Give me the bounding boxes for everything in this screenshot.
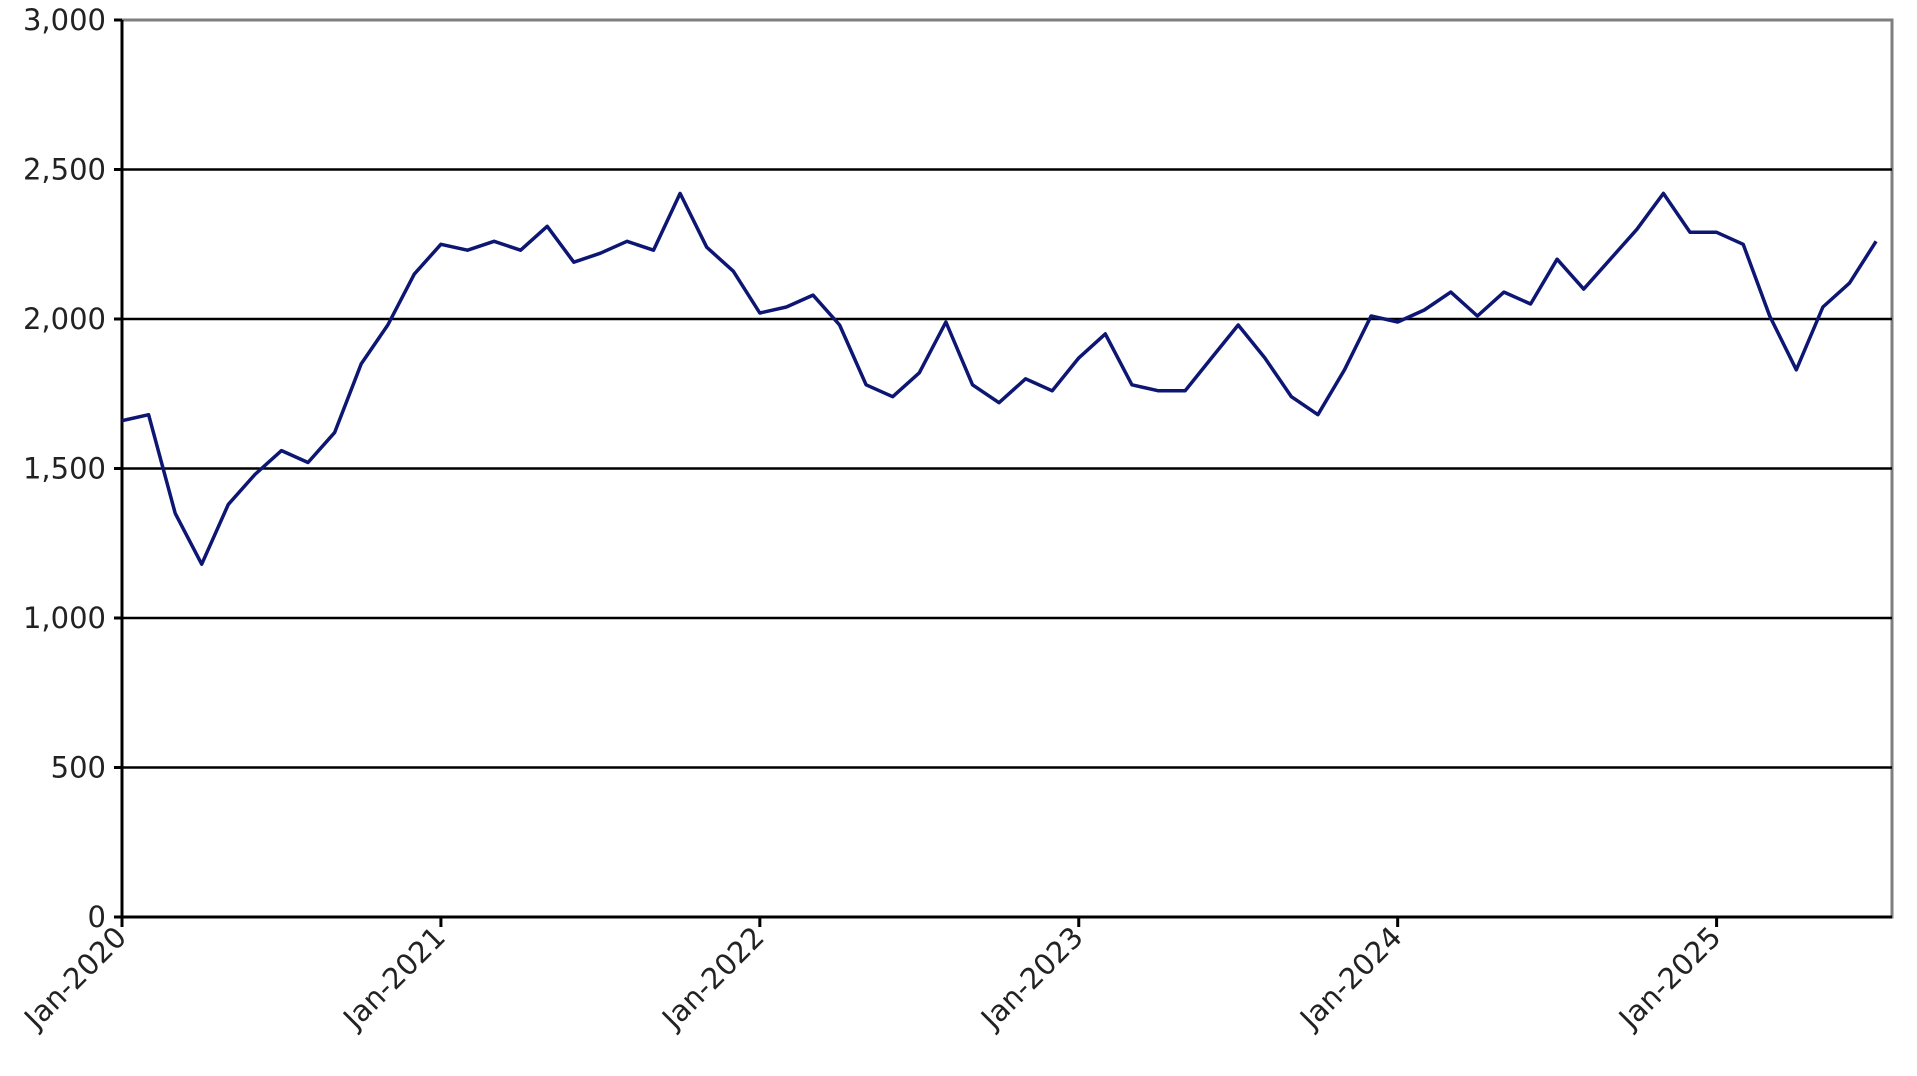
x-axis: Jan-2020 Jan-2021 Jan-2022 Jan-2023 Jan-2024… [16, 917, 1728, 1037]
y-tick-label: 2,000 [23, 302, 106, 336]
y-tick-label: 2,500 [23, 153, 106, 187]
y-axis: 0 500 1,000 1,500 2,000 2,500 3,000 [23, 3, 122, 934]
x-tick-label: Jan-2025 [1611, 920, 1728, 1037]
x-tick-label: Jan-2024 [1292, 920, 1409, 1037]
x-tick-label: Jan-2023 [973, 920, 1090, 1037]
y-tick-label: 1,500 [23, 452, 106, 486]
y-tick-label: 0 [88, 900, 106, 934]
gridlines [122, 168, 1892, 769]
x-tick-label: Jan-2022 [654, 920, 771, 1037]
x-tick-label: Jan-2020 [16, 920, 133, 1037]
y-tick-label: 500 [51, 751, 106, 785]
x-tick-label: Jan-2021 [335, 920, 452, 1037]
series-line [121, 191, 1878, 566]
y-tick-label: 1,000 [23, 601, 106, 635]
y-tick-label: 3,000 [23, 3, 106, 37]
